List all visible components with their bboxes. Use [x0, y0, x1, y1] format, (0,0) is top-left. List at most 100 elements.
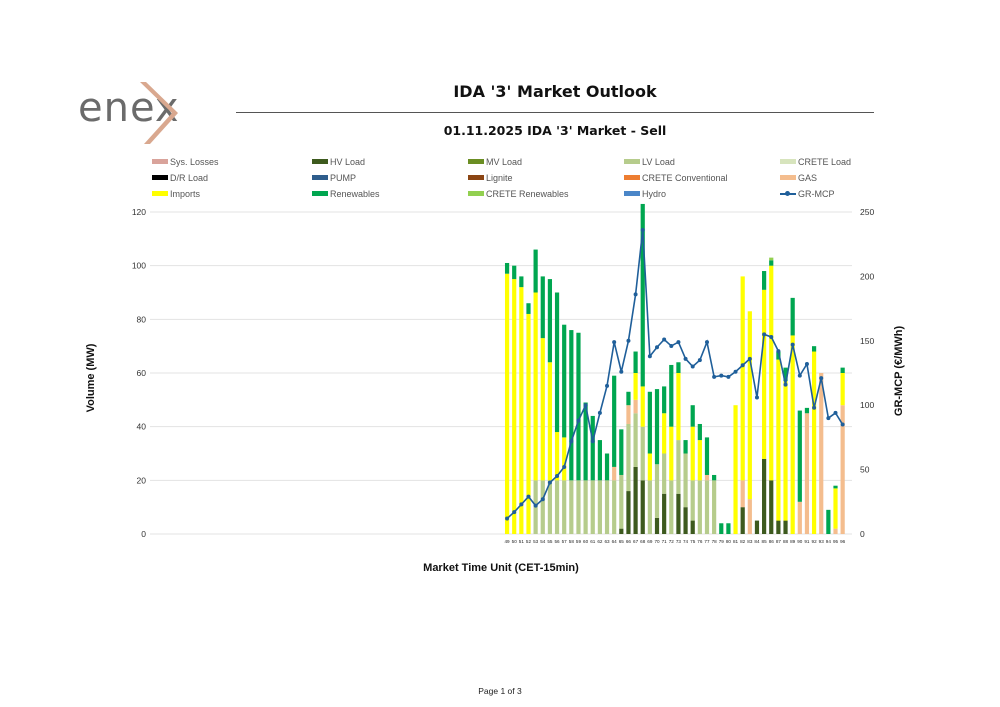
y2-tick-label: 50	[860, 465, 870, 475]
point-gr-mcp	[697, 358, 702, 363]
bar-imports	[533, 292, 538, 481]
x-tick-label: 71	[662, 539, 668, 544]
point-gr-mcp	[526, 494, 531, 499]
point-gr-mcp	[790, 342, 795, 347]
bar-gas	[626, 405, 631, 424]
bar-imports	[633, 373, 638, 400]
bar-imports	[526, 313, 531, 534]
page-number: Page 1 of 3	[478, 686, 522, 696]
legend-swatch	[780, 175, 796, 181]
legend-swatch	[312, 159, 328, 165]
point-gr-mcp	[647, 354, 652, 359]
x-tick-label: 75	[690, 539, 696, 544]
bar-renewables	[612, 375, 617, 467]
y2-tick-label: 100	[860, 400, 874, 410]
legend-swatch	[152, 159, 168, 165]
point-gr-mcp	[733, 369, 738, 374]
x-tick-label: 72	[669, 539, 675, 544]
legend-item-crete-load: CRETE Load	[780, 157, 851, 167]
bar-imports	[690, 426, 695, 481]
bar-gas	[747, 499, 752, 534]
point-gr-mcp	[819, 376, 824, 381]
bar-renewables	[526, 303, 531, 314]
bar-renewables	[683, 440, 688, 454]
bar-lv-load	[604, 480, 610, 534]
bar-renewables	[504, 262, 510, 274]
x-tick-label: 88	[783, 539, 789, 544]
legend-item-sys-losses: Sys. Losses	[152, 157, 219, 167]
point-gr-mcp	[583, 403, 588, 408]
x-tick-label: 69	[647, 539, 653, 544]
legend-swatch	[780, 190, 796, 196]
bar-renewables	[676, 362, 681, 373]
bar-renewables	[783, 367, 788, 382]
bar-imports	[762, 289, 767, 459]
x-tick-label: 70	[654, 539, 660, 544]
bar-renewables	[804, 407, 810, 414]
y-tick-label: 60	[137, 368, 147, 378]
x-tick-label: 57	[562, 539, 568, 544]
x-tick-label: 77	[704, 539, 710, 544]
bar-imports	[747, 311, 752, 500]
x-tick-label: 58	[569, 539, 575, 544]
bar-hv-load	[633, 466, 638, 534]
y2-tick-label: 0	[860, 529, 865, 539]
legend-label: Renewables	[330, 189, 380, 199]
chart-legend: Sys. Losses HV Load MV Load LV Load CRETE Lo…	[152, 157, 852, 205]
x-tick-label: 66	[626, 539, 632, 544]
legend-label: Hydro	[642, 189, 667, 199]
bar-renewables	[712, 474, 717, 481]
y2-tick-label: 150	[860, 336, 874, 346]
bar-hv-load	[754, 520, 760, 534]
point-gr-mcp	[619, 369, 624, 374]
point-gr-mcp	[704, 340, 709, 345]
y-tick-label: 40	[137, 422, 147, 432]
legend-label: GAS	[798, 173, 818, 183]
bar-imports	[840, 373, 845, 406]
bar-imports	[811, 351, 817, 534]
point-gr-mcp	[640, 228, 645, 233]
bar-lv-load	[662, 453, 667, 494]
bar-lv-load	[712, 480, 717, 534]
legend-swatch	[624, 159, 640, 165]
point-gr-mcp	[783, 382, 788, 387]
x-axis-title: Market Time Unit (CET-15min)	[423, 562, 579, 574]
point-gr-mcp	[690, 364, 695, 369]
x-tick-label: 87	[776, 539, 782, 544]
bar-renewables	[576, 332, 581, 481]
bar-hv-load	[619, 528, 624, 534]
logo-wordmark: enex	[78, 85, 180, 131]
legend-item-hv-load: HV Load	[312, 157, 365, 167]
legend-label: Imports	[170, 189, 201, 199]
legend-item-d-r-load: D/R Load	[152, 173, 208, 183]
x-tick-label: 53	[533, 539, 539, 544]
point-gr-mcp	[833, 410, 838, 415]
x-tick-label: 95	[833, 539, 839, 544]
x-tick-label: 55	[547, 539, 553, 544]
x-tick-label: 60	[583, 539, 589, 544]
bar-renewables	[597, 440, 602, 481]
bar-hv-load	[654, 517, 660, 534]
point-gr-mcp	[533, 503, 538, 508]
bar-renewables	[840, 367, 845, 373]
point-gr-mcp	[662, 337, 667, 342]
point-gr-mcp	[812, 405, 817, 410]
bar-renewables	[769, 260, 774, 266]
point-gr-mcp	[719, 373, 724, 378]
bar-lv-load	[562, 480, 567, 534]
bar-lv-load	[697, 480, 702, 534]
bar-lv-load	[540, 480, 545, 534]
legend-swatch	[312, 191, 328, 197]
bar-lv-load	[590, 480, 595, 534]
bar-lv-load	[626, 423, 631, 492]
x-tick-label: 49	[505, 539, 511, 544]
legend-item-hydro: Hydro	[624, 189, 666, 199]
bar-imports	[647, 453, 652, 481]
bar-imports	[540, 338, 545, 481]
bar-renewables	[811, 346, 817, 352]
point-gr-mcp	[804, 361, 809, 366]
bar-lv-load	[569, 480, 574, 534]
legend-swatch	[468, 159, 484, 165]
legend-item-crete-conventional: CRETE Conventional	[624, 173, 728, 183]
bar-imports	[669, 426, 674, 481]
